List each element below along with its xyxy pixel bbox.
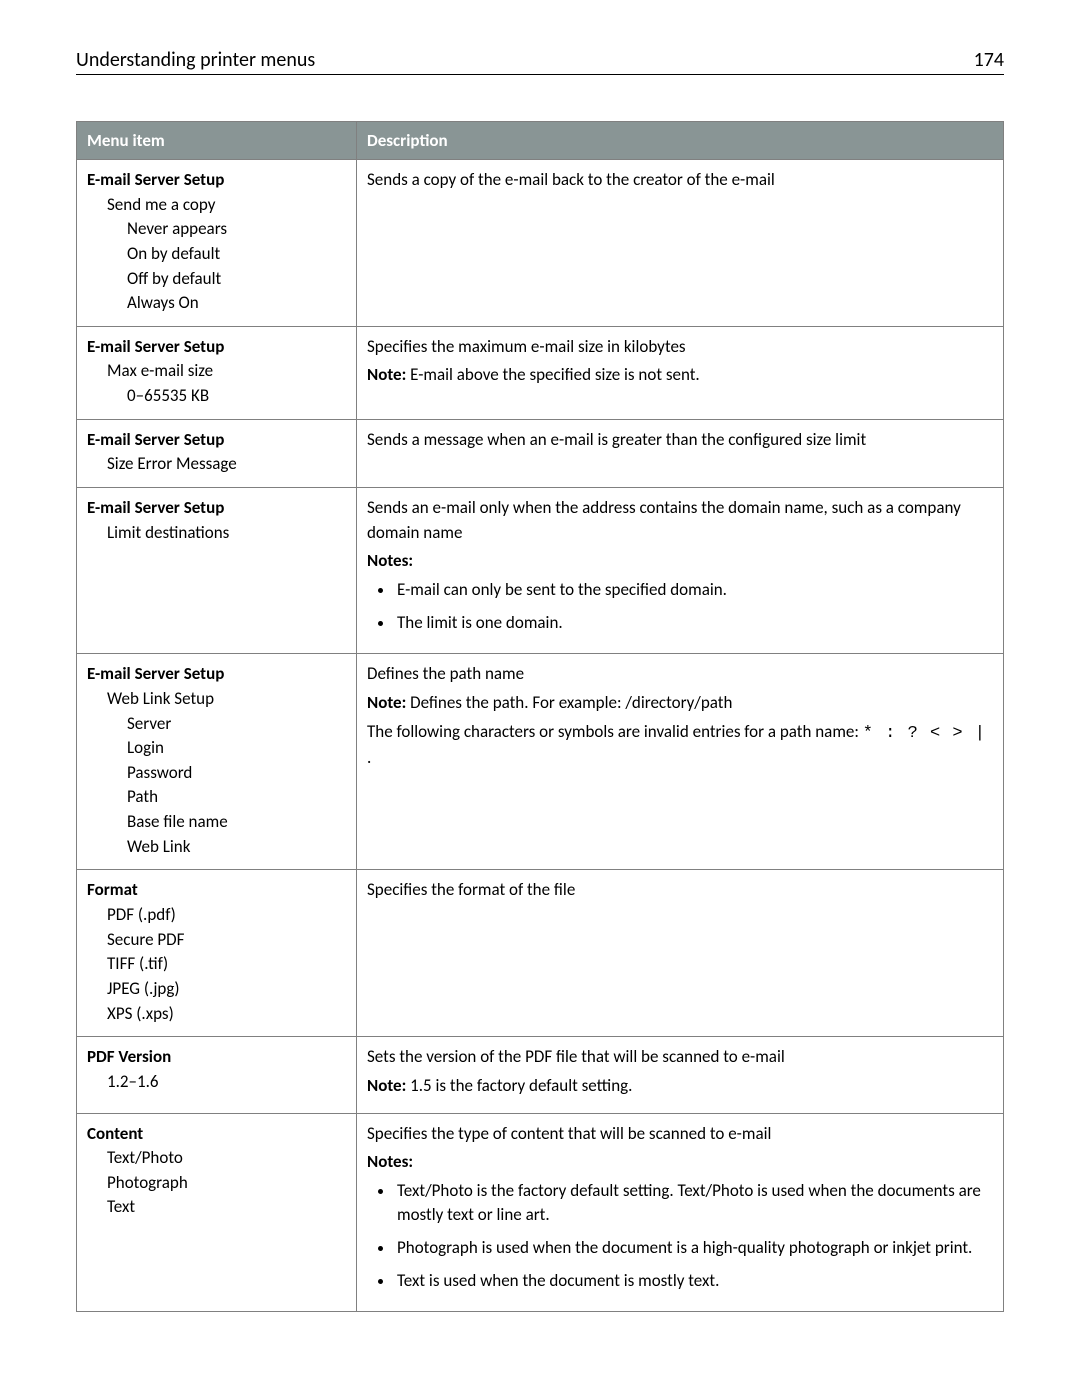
table-row: E-mail Server Setup Send me a copy Never… xyxy=(77,160,1004,327)
description-cell: Defines the path name Note: Defines the … xyxy=(357,654,1004,870)
description-cell: Specifies the format of the file xyxy=(357,870,1004,1037)
menu-item-option: Photograph xyxy=(87,1171,346,1196)
menu-item-suboption: Login xyxy=(87,736,346,761)
note-text: Defines the path. For example: /director… xyxy=(406,692,732,713)
menu-item-option: Text/Photo xyxy=(87,1146,346,1171)
description-text: Specifies the type of content that will … xyxy=(367,1122,993,1147)
menu-item-title: E-mail Server Setup xyxy=(87,496,346,521)
header-page-number: 174 xyxy=(974,48,1004,72)
menu-item-title: E-mail Server Setup xyxy=(87,662,346,687)
description-text: Defines the path name xyxy=(367,662,993,687)
table-row: E-mail Server Setup Size Error Message S… xyxy=(77,419,1004,487)
menu-item-title: E-mail Server Setup xyxy=(87,428,346,453)
menu-item-suboption: Web Link xyxy=(87,835,346,860)
list-item: The limit is one domain. xyxy=(395,611,993,636)
menu-item-option: TIFF (.tif) xyxy=(87,952,346,977)
table-row: PDF Version 1.2–1.6 Sets the version of … xyxy=(77,1037,1004,1113)
note-text: 1.5 is the factory default setting. xyxy=(406,1075,632,1096)
invalid-chars-intro: The following characters or symbols are … xyxy=(367,721,863,742)
menu-item-option: PDF (.pdf) xyxy=(87,903,346,928)
notes-list: E-mail can only be sent to the specified… xyxy=(367,578,993,635)
notes-label: Notes: xyxy=(367,549,993,574)
menu-item-cell: Content Text/Photo Photograph Text xyxy=(77,1113,357,1312)
menu-item-option: Secure PDF xyxy=(87,928,346,953)
menu-item-suboption: Always On xyxy=(87,291,346,316)
menu-item-title: E-mail Server Setup xyxy=(87,335,346,360)
notes-list: Text/Photo is the factory default settin… xyxy=(367,1179,993,1294)
description-text: Specifies the maximum e-mail size in kil… xyxy=(367,335,993,360)
menu-item-cell: E-mail Server Setup Web Link Setup Serve… xyxy=(77,654,357,870)
menu-item-option: Text xyxy=(87,1195,346,1220)
list-item: Text is used when the document is mostly… xyxy=(395,1269,993,1294)
menu-item-cell: E-mail Server Setup Send me a copy Never… xyxy=(77,160,357,327)
description-cell: Sends a copy of the e-mail back to the c… xyxy=(357,160,1004,327)
menu-item-title: PDF Version xyxy=(87,1045,346,1070)
note-text: E-mail above the specified size is not s… xyxy=(406,364,699,385)
menu-item-cell: E-mail Server Setup Size Error Message xyxy=(77,419,357,487)
table-row: Content Text/Photo Photograph Text Speci… xyxy=(77,1113,1004,1312)
menu-item-title: Content xyxy=(87,1122,346,1147)
menu-item-option: Limit destinations xyxy=(87,521,346,546)
description-cell: Sets the version of the PDF file that wi… xyxy=(357,1037,1004,1113)
description-text: Sets the version of the PDF file that wi… xyxy=(367,1045,993,1070)
notes-label: Notes: xyxy=(367,1150,993,1175)
menu-item-option: XPS (.xps) xyxy=(87,1002,346,1027)
menu-item-option: Send me a copy xyxy=(87,193,346,218)
table-row: E-mail Server Setup Web Link Setup Serve… xyxy=(77,654,1004,870)
note-label: Note: xyxy=(367,364,406,385)
menu-item-suboption: 0–65535 KB xyxy=(87,384,346,409)
description-text: The following characters or symbols are … xyxy=(367,720,993,771)
table-header-row: Menu item Description xyxy=(77,122,1004,160)
menu-item-cell: Format PDF (.pdf) Secure PDF TIFF (.tif)… xyxy=(77,870,357,1037)
menu-item-suboption: Never appears xyxy=(87,217,346,242)
list-item: Photograph is used when the document is … xyxy=(395,1236,993,1261)
note-label: Note: xyxy=(367,692,406,713)
table-row: E-mail Server Setup Max e-mail size 0–65… xyxy=(77,326,1004,419)
col-header-description: Description xyxy=(357,122,1004,160)
description-cell: Sends an e-mail only when the address co… xyxy=(357,488,1004,654)
description-cell: Specifies the type of content that will … xyxy=(357,1113,1004,1312)
menu-item-suboption: Password xyxy=(87,761,346,786)
menu-item-suboption: On by default xyxy=(87,242,346,267)
menu-item-suboption: Off by default xyxy=(87,267,346,292)
menu-item-option: Web Link Setup xyxy=(87,687,346,712)
menu-item-cell: PDF Version 1.2–1.6 xyxy=(77,1037,357,1113)
menu-table: Menu item Description E-mail Server Setu… xyxy=(76,121,1004,1312)
menu-item-cell: E-mail Server Setup Max e-mail size 0–65… xyxy=(77,326,357,419)
description-text: Sends a copy of the e-mail back to the c… xyxy=(367,168,993,193)
menu-item-cell: E-mail Server Setup Limit destinations xyxy=(77,488,357,654)
table-row: E-mail Server Setup Limit destinations S… xyxy=(77,488,1004,654)
description-cell: Specifies the maximum e-mail size in kil… xyxy=(357,326,1004,419)
menu-item-option: Size Error Message xyxy=(87,452,346,477)
menu-item-title: Format xyxy=(87,878,346,903)
menu-item-suboption: Base file name xyxy=(87,810,346,835)
list-item: E-mail can only be sent to the specified… xyxy=(395,578,993,603)
menu-item-option: JPEG (.jpg) xyxy=(87,977,346,1002)
menu-item-option: Max e-mail size xyxy=(87,359,346,384)
menu-item-title: E-mail Server Setup xyxy=(87,168,346,193)
description-note: Note: Defines the path. For example: /di… xyxy=(367,691,993,716)
header-title: Understanding printer menus xyxy=(76,48,315,72)
description-cell: Sends a message when an e-mail is greate… xyxy=(357,419,1004,487)
invalid-chars: * : ? < > | xyxy=(863,724,986,743)
invalid-chars-tail: . xyxy=(367,747,371,768)
menu-item-suboption: Server xyxy=(87,712,346,737)
description-text: Sends an e-mail only when the address co… xyxy=(367,496,993,545)
table-row: Format PDF (.pdf) Secure PDF TIFF (.tif)… xyxy=(77,870,1004,1037)
note-label: Note: xyxy=(367,1075,406,1096)
menu-item-suboption: Path xyxy=(87,785,346,810)
description-note: Note: 1.5 is the factory default setting… xyxy=(367,1074,993,1099)
description-text: Specifies the format of the file xyxy=(367,878,993,903)
col-header-menu-item: Menu item xyxy=(77,122,357,160)
description-note: Note: E-mail above the specified size is… xyxy=(367,363,993,388)
menu-item-option: 1.2–1.6 xyxy=(87,1070,346,1095)
description-text: Sends a message when an e-mail is greate… xyxy=(367,428,993,453)
page-header: Understanding printer menus 174 xyxy=(76,48,1004,75)
list-item: Text/Photo is the factory default settin… xyxy=(395,1179,993,1228)
